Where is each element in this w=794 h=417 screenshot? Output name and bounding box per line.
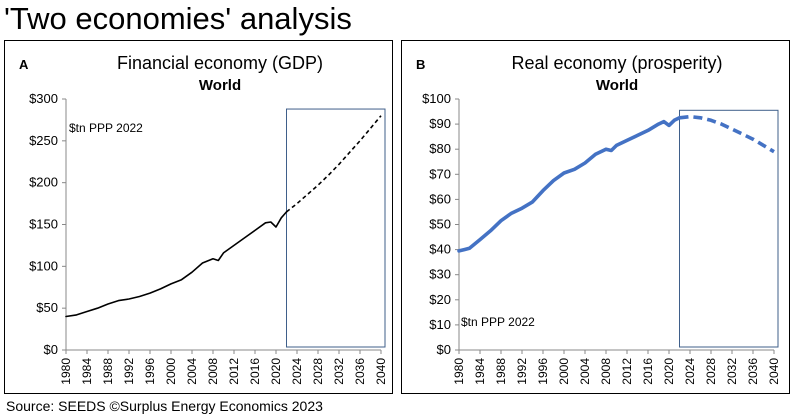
chart-title: Real economy (prosperity) (511, 53, 723, 73)
x-tick-label: 1984 (80, 358, 94, 385)
x-tick-label: 1996 (536, 358, 550, 385)
x-tick-label: 2008 (599, 358, 613, 385)
y-tick-label: $300 (29, 91, 58, 106)
x-tick-label: 2008 (206, 358, 220, 385)
x-tick-label: 2012 (620, 358, 634, 385)
unit-note: $tn PPP 2022 (461, 315, 535, 329)
series-line-history (457, 116, 682, 253)
x-tick-label: 2040 (374, 358, 388, 385)
chart-svg-real: $0 $10 $20 $30 $40 $50 $60 $70 $80 $90 $100 1980 198… (422, 91, 781, 385)
y-tick-label: $200 (29, 175, 58, 190)
series-line-projection (679, 114, 775, 154)
series-line-projection (286, 115, 382, 213)
panel-letter: B (416, 57, 426, 72)
y-tick-label: $90 (429, 116, 451, 131)
chart-panel-real: $0 $10 $20 $30 $40 $50 $60 $70 $80 $90 $100 1980 198… (401, 40, 790, 394)
unit-note: $tn PPP 2022 (69, 121, 143, 135)
x-tick-label: 1996 (143, 358, 157, 385)
x-tick-label: 2004 (185, 358, 199, 385)
x-tick-label: 2004 (578, 358, 592, 385)
y-tick-label: $50 (36, 300, 58, 315)
x-tick-label: 2020 (269, 358, 283, 385)
projection-box (286, 108, 386, 348)
projection-box (679, 109, 779, 348)
x-tick-label: 2032 (332, 358, 346, 385)
page-title: 'Two economies' analysis (4, 1, 352, 36)
x-tick-label: 1988 (101, 358, 115, 385)
y-tick-label: $0 (437, 342, 451, 357)
x-tick-label: 1984 (473, 358, 487, 385)
x-tick-label: 2028 (704, 358, 718, 385)
x-tick-label: 2012 (227, 358, 241, 385)
x-tick-label: 2024 (683, 358, 697, 385)
x-tick-label: 2016 (248, 358, 262, 385)
y-tick-label: $60 (429, 191, 451, 206)
x-tick-label: 2000 (164, 358, 178, 385)
y-tick-label: $40 (429, 242, 451, 257)
y-tick-label: $100 (29, 258, 58, 273)
x-tick-label: 1980 (452, 358, 466, 385)
x-tick-label: 1980 (59, 358, 73, 385)
x-tick-label: 2016 (641, 358, 655, 385)
y-tick-label: $80 (429, 141, 451, 156)
y-tick-label: $100 (422, 91, 451, 106)
chart-subtitle: World (595, 77, 639, 94)
y-tick-label: $50 (429, 217, 451, 232)
x-tick-label: 2028 (311, 358, 325, 385)
x-tick-label: 1988 (494, 358, 508, 385)
x-tick-label: 2032 (725, 358, 739, 385)
chart-panel-financial: $0 $50 $100 $150 $200 $250 $300 1980 1984 1988 199… (4, 40, 393, 394)
y-tick-label: $150 (29, 217, 58, 232)
x-tick-label: 2040 (767, 358, 781, 385)
x-tick-label: 2036 (353, 358, 367, 385)
y-tick-label: $0 (44, 342, 58, 357)
y-tick-label: $10 (429, 317, 451, 332)
series-line-history (65, 211, 288, 318)
x-tick-label: 2020 (662, 358, 676, 385)
y-tick-label: $20 (429, 292, 451, 307)
y-tick-label: $30 (429, 267, 451, 282)
panel-letter: A (19, 57, 29, 72)
y-tick-label: $250 (29, 133, 58, 148)
y-tick-label: $70 (429, 166, 451, 181)
chart-subtitle: World (198, 77, 242, 94)
x-tick-label: 2036 (746, 358, 760, 385)
chart-svg-financial: $0 $50 $100 $150 $200 $250 $300 1980 1984 1988 199… (29, 91, 388, 385)
x-tick-label: 2024 (290, 358, 304, 385)
source-note: Source: SEEDS ©Surplus Energy Economics … (6, 398, 323, 414)
chart-title: Financial economy (GDP) (116, 53, 324, 73)
x-tick-label: 2000 (557, 358, 571, 385)
x-tick-label: 1992 (122, 358, 136, 385)
x-tick-label: 1992 (515, 358, 529, 385)
